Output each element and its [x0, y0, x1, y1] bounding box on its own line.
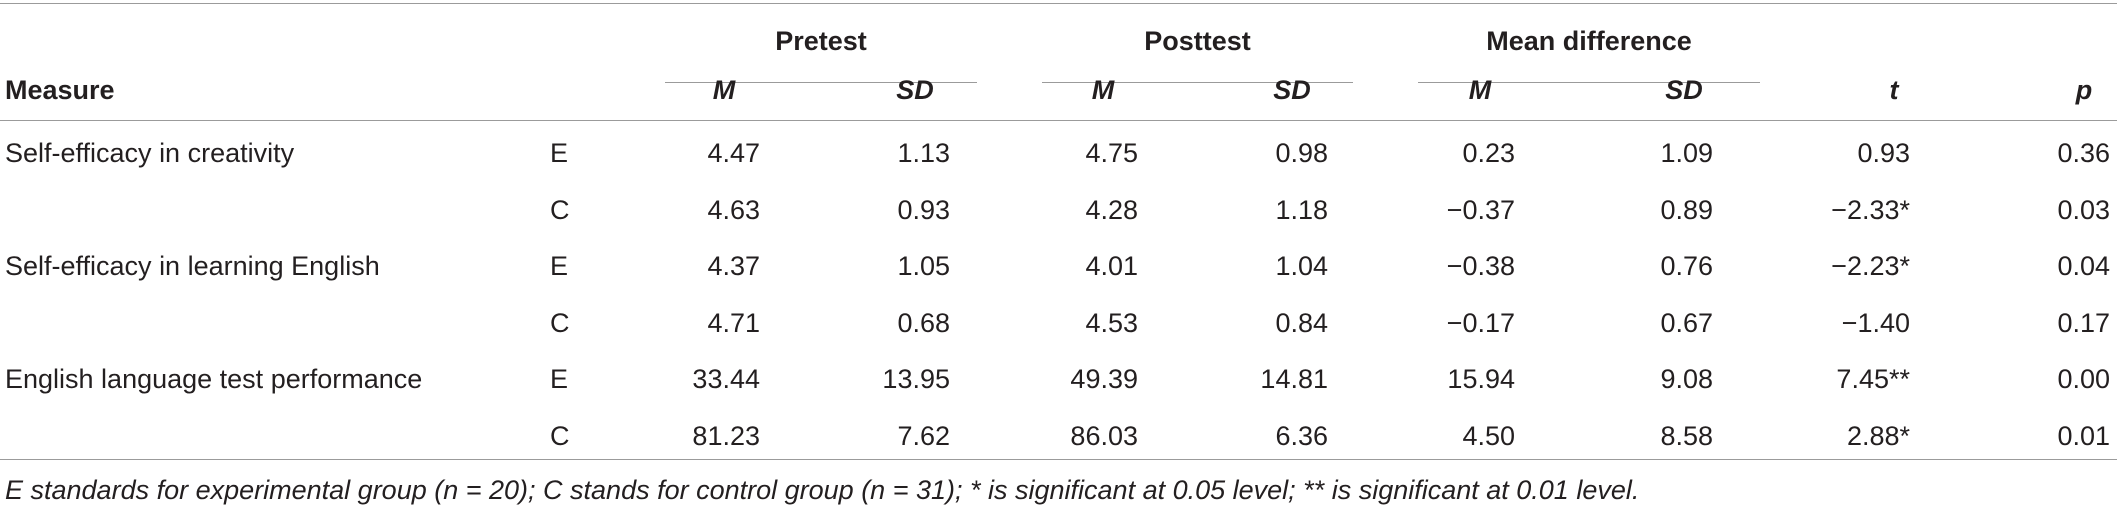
row-measure: Self-efficacy in creativity [5, 138, 295, 168]
cell-pre-sd: 0.68 [897, 308, 950, 338]
col-header-diff-m: M [1468, 75, 1492, 105]
cell-diff-sd: 8.58 [1660, 421, 1713, 451]
cell-t: 7.45** [1836, 364, 1910, 394]
cell-diff-sd: 0.76 [1660, 251, 1713, 281]
cell-diff-m: 15.94 [1447, 364, 1515, 394]
cell-pre-m: 4.71 [707, 308, 760, 338]
cell-pre-m: 33.44 [692, 364, 760, 394]
cell-p: 0.36 [2057, 138, 2110, 168]
col-header-posttest-sd: SD [1273, 75, 1311, 105]
col-header-p: p [2075, 75, 2093, 105]
col-header-posttest-m: M [1091, 75, 1115, 105]
cell-post-m: 4.28 [1085, 195, 1138, 225]
cell-diff-sd: 1.09 [1660, 138, 1713, 168]
pretest-underline [665, 82, 977, 83]
mean-difference-underline [1418, 82, 1760, 83]
col-header-pretest-m: M [712, 75, 736, 105]
header-bottom-rule [0, 120, 2117, 121]
cell-post-sd: 6.36 [1275, 421, 1328, 451]
cell-post-sd: 0.84 [1275, 308, 1328, 338]
table-footnote: E standards for experimental group (n = … [5, 475, 1640, 505]
col-header-t: t [1889, 75, 1899, 105]
cell-diff-m: −0.38 [1446, 251, 1515, 281]
row-measure: English language test performance [5, 364, 423, 394]
cell-pre-sd: 1.13 [897, 138, 950, 168]
cell-p: 0.00 [2057, 364, 2110, 394]
row-group: E [550, 364, 569, 394]
cell-post-sd: 1.18 [1275, 195, 1328, 225]
cell-t: −2.33* [1831, 195, 1910, 225]
table-bottom-rule [0, 459, 2117, 460]
cell-p: 0.17 [2057, 308, 2110, 338]
cell-pre-m: 81.23 [692, 421, 760, 451]
cell-post-sd: 1.04 [1275, 251, 1328, 281]
row-group: C [550, 308, 570, 338]
cell-pre-sd: 1.05 [897, 251, 950, 281]
col-header-diff-sd: SD [1665, 75, 1703, 105]
posttest-underline [1042, 82, 1353, 83]
cell-t: 2.88* [1846, 421, 1910, 451]
cell-pre-m: 4.37 [707, 251, 760, 281]
cell-diff-sd: 0.67 [1660, 308, 1713, 338]
cell-diff-m: 0.23 [1462, 138, 1515, 168]
cell-post-m: 49.39 [1070, 364, 1138, 394]
row-group: E [550, 138, 569, 168]
cell-pre-m: 4.47 [707, 138, 760, 168]
cell-post-m: 4.01 [1085, 251, 1138, 281]
col-header-pretest-sd: SD [896, 75, 934, 105]
cell-post-m: 86.03 [1070, 421, 1138, 451]
cell-diff-m: −0.37 [1446, 195, 1515, 225]
col-header-measure: Measure [5, 75, 115, 105]
cell-pre-m: 4.63 [707, 195, 760, 225]
cell-t: 0.93 [1857, 138, 1910, 168]
cell-diff-sd: 9.08 [1660, 364, 1713, 394]
row-measure: Self-efficacy in learning English [5, 251, 380, 281]
cell-post-sd: 0.98 [1275, 138, 1328, 168]
cell-pre-sd: 7.62 [897, 421, 950, 451]
group-header-posttest: Posttest [1144, 26, 1251, 56]
row-group: C [550, 195, 570, 225]
top-rule [0, 3, 2117, 4]
cell-post-m: 4.53 [1085, 308, 1138, 338]
cell-post-sd: 14.81 [1260, 364, 1328, 394]
row-group: E [550, 251, 569, 281]
cell-p: 0.03 [2057, 195, 2110, 225]
cell-pre-sd: 13.95 [882, 364, 950, 394]
cell-post-m: 4.75 [1085, 138, 1138, 168]
group-header-mean-difference: Mean difference [1486, 26, 1692, 56]
cell-t: −2.23* [1831, 251, 1910, 281]
cell-diff-sd: 0.89 [1660, 195, 1713, 225]
cell-diff-m: −0.17 [1446, 308, 1515, 338]
cell-p: 0.01 [2057, 421, 2110, 451]
group-header-pretest: Pretest [775, 26, 867, 56]
cell-p: 0.04 [2057, 251, 2110, 281]
row-group: C [550, 421, 570, 451]
cell-t: −1.40 [1841, 308, 1910, 338]
cell-pre-sd: 0.93 [897, 195, 950, 225]
cell-diff-m: 4.50 [1462, 421, 1515, 451]
